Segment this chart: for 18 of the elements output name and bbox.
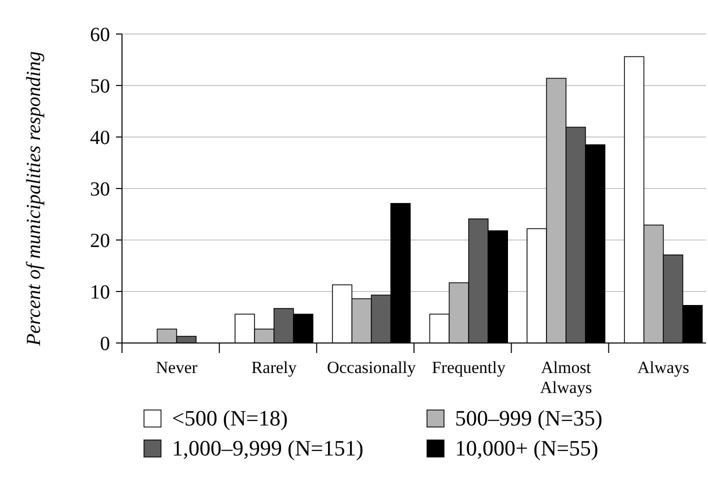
- x-tick-label: Almost Always: [540, 358, 592, 397]
- x-tick-label: Always: [637, 358, 690, 377]
- y-tick-label: 50: [90, 76, 110, 98]
- legend-label: 500–999 (N=35): [455, 406, 602, 431]
- x-tick-label: Rarely: [251, 358, 298, 377]
- x-tick-label: Frequently: [432, 358, 506, 377]
- y-tick-label: 20: [90, 230, 110, 252]
- y-axis-title: Percent of municipalities responding: [23, 51, 45, 347]
- legend-label: <500 (N=18): [172, 406, 288, 431]
- y-tick-label: 40: [90, 127, 110, 149]
- y-tick-label: 60: [90, 24, 110, 46]
- legend-label: 1,000–9,999 (N=151): [172, 436, 364, 461]
- x-tick-label: Never: [156, 358, 198, 377]
- y-tick-label: 30: [90, 178, 110, 200]
- y-tick-label: 10: [90, 282, 110, 304]
- x-tick-label: Occasionally: [326, 358, 416, 377]
- legend-label: 10,000+ (N=55): [455, 436, 598, 461]
- y-tick-label: 0: [100, 333, 110, 355]
